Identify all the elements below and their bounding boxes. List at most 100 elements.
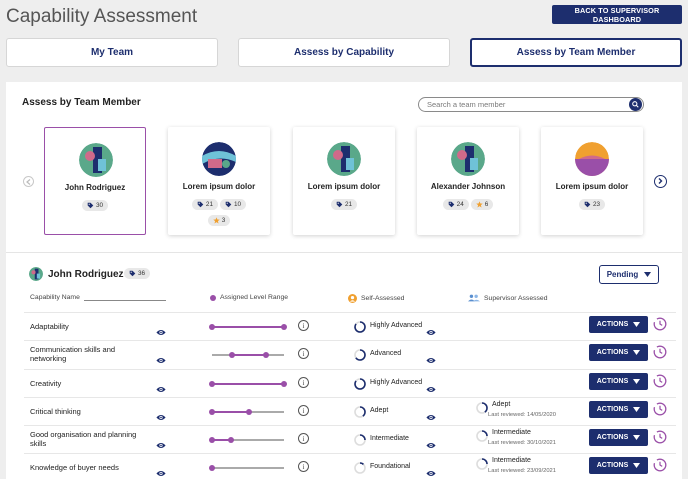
avatar xyxy=(327,142,361,176)
tab-assess-by-capability[interactable]: Assess by Capability xyxy=(238,38,450,67)
search-button[interactable] xyxy=(629,98,642,111)
actions-button[interactable]: ACTIONS xyxy=(589,373,648,390)
progress-ring-icon xyxy=(354,406,366,418)
eye-icon xyxy=(426,387,436,392)
history-icon xyxy=(653,402,667,416)
actions-button[interactable]: ACTIONS xyxy=(589,316,648,333)
info-icon[interactable]: i xyxy=(298,461,309,472)
view-self-assessment-button[interactable] xyxy=(426,436,436,454)
actions-button[interactable]: ACTIONS xyxy=(589,457,648,474)
history-button[interactable] xyxy=(653,345,667,364)
info-icon[interactable]: i xyxy=(298,433,309,444)
star-icon xyxy=(212,217,220,224)
back-to-dashboard-button[interactable]: BACK TO SUPERVISOR DASHBOARD xyxy=(552,5,682,24)
history-icon xyxy=(653,317,667,331)
range-min-handle xyxy=(209,380,215,387)
self-assessed-level: Advanced xyxy=(370,350,402,357)
eye-icon xyxy=(426,330,436,335)
carousel-prev-button[interactable] xyxy=(23,176,34,187)
tag-count-badge: 23 xyxy=(578,199,606,211)
member-card[interactable]: Alexander Johnson 24 6 xyxy=(417,127,519,235)
status-dropdown[interactable]: Pending xyxy=(599,265,659,284)
info-icon[interactable]: i xyxy=(298,405,309,416)
caret-down-icon xyxy=(644,272,652,277)
view-self-assessment-button[interactable] xyxy=(426,351,436,369)
tag-count-badge: 21 xyxy=(330,199,358,211)
view-capability-button[interactable] xyxy=(156,408,166,426)
history-icon xyxy=(653,345,667,359)
self-progress xyxy=(354,433,366,451)
member-card[interactable]: John Rodriguez 30 xyxy=(44,127,146,235)
actions-button[interactable]: ACTIONS xyxy=(589,401,648,418)
view-self-assessment-button[interactable] xyxy=(426,464,436,479)
capability-name: Good organisation and planning skills xyxy=(30,430,137,448)
table-row: Communication skills and networking i Adva… xyxy=(24,340,676,368)
supervisor-progress xyxy=(476,401,488,419)
member-name: Lorem ipsum dolor xyxy=(307,182,381,191)
self-assessed-level: Highly Advanced xyxy=(370,379,423,386)
member-card[interactable]: Lorem ipsum dolor 23 xyxy=(541,127,643,235)
star-count-badge: 6 xyxy=(470,199,494,211)
supervisor-progress xyxy=(476,429,488,447)
view-capability-button[interactable] xyxy=(156,380,166,398)
self-progress xyxy=(354,320,366,338)
last-reviewed: Last reviewed: 30/10/2021 xyxy=(488,440,557,446)
tab-my-team[interactable]: My Team xyxy=(6,38,218,67)
history-button[interactable] xyxy=(653,458,667,477)
avatar xyxy=(29,267,43,281)
progress-ring-icon xyxy=(354,378,366,390)
capability-name: Creativity xyxy=(30,379,62,388)
history-button[interactable] xyxy=(653,402,667,421)
view-capability-button[interactable] xyxy=(156,464,166,479)
tag-icon xyxy=(87,202,94,209)
eye-icon xyxy=(426,358,436,363)
history-button[interactable] xyxy=(653,374,667,393)
selected-member-name: John Rodriguez xyxy=(48,269,124,280)
search-input[interactable] xyxy=(427,99,623,110)
self-progress xyxy=(354,405,366,423)
main-panel: Assess by Team Member John Rodriguez 30 Lo… xyxy=(6,82,682,479)
history-button[interactable] xyxy=(653,430,667,449)
self-assessed-level: Highly Advanced xyxy=(370,322,423,329)
view-self-assessment-button[interactable] xyxy=(426,323,436,341)
tab-assess-by-team-member[interactable]: Assess by Team Member xyxy=(470,38,682,67)
view-capability-button[interactable] xyxy=(156,436,166,454)
tag-icon xyxy=(197,201,204,208)
carousel-next-button[interactable] xyxy=(654,175,667,188)
capability-filter-underline[interactable] xyxy=(84,300,166,301)
self-progress xyxy=(354,461,366,479)
col-self-assessed: Self-Assessed xyxy=(348,294,404,303)
actions-button[interactable]: ACTIONS xyxy=(589,429,648,446)
actions-button[interactable]: ACTIONS xyxy=(589,344,648,361)
member-card[interactable]: Lorem ipsum dolor 21 xyxy=(293,127,395,235)
capability-name: Critical thinking xyxy=(30,407,81,416)
info-icon[interactable]: i xyxy=(298,320,309,331)
col-assigned-range: Assigned Level Range xyxy=(210,294,288,301)
info-icon[interactable]: i xyxy=(298,377,309,388)
eye-icon xyxy=(156,358,166,363)
info-icon[interactable]: i xyxy=(298,348,309,359)
capability-name: Knowledge of buyer needs xyxy=(30,463,119,472)
view-self-assessment-button[interactable] xyxy=(426,408,436,426)
tag-icon xyxy=(336,201,343,208)
table-row: Knowledge of buyer needs i Foundational Int… xyxy=(24,453,676,479)
avatar xyxy=(451,142,485,176)
avatar xyxy=(79,143,113,177)
range-max-handle xyxy=(246,408,253,415)
search-box xyxy=(418,97,644,112)
caret-down-icon xyxy=(633,322,641,327)
history-button[interactable] xyxy=(653,317,667,336)
member-name: John Rodriguez xyxy=(64,183,126,192)
page-title: Capability Assessment xyxy=(6,6,198,27)
view-capability-button[interactable] xyxy=(156,323,166,341)
supervisor-assessed-level: Intermediate xyxy=(492,429,531,436)
member-card[interactable]: Lorem ipsum dolor 21 10 3 xyxy=(168,127,270,235)
view-self-assessment-button[interactable] xyxy=(426,380,436,398)
caret-down-icon xyxy=(633,435,641,440)
caret-down-icon xyxy=(633,350,641,355)
tag-icon xyxy=(129,270,136,277)
table-row: Critical thinking i Adept Adept Last reviewe… xyxy=(24,397,676,425)
tag-count-badge: 36 xyxy=(124,268,151,279)
progress-ring-icon xyxy=(354,349,366,361)
view-capability-button[interactable] xyxy=(156,351,166,369)
